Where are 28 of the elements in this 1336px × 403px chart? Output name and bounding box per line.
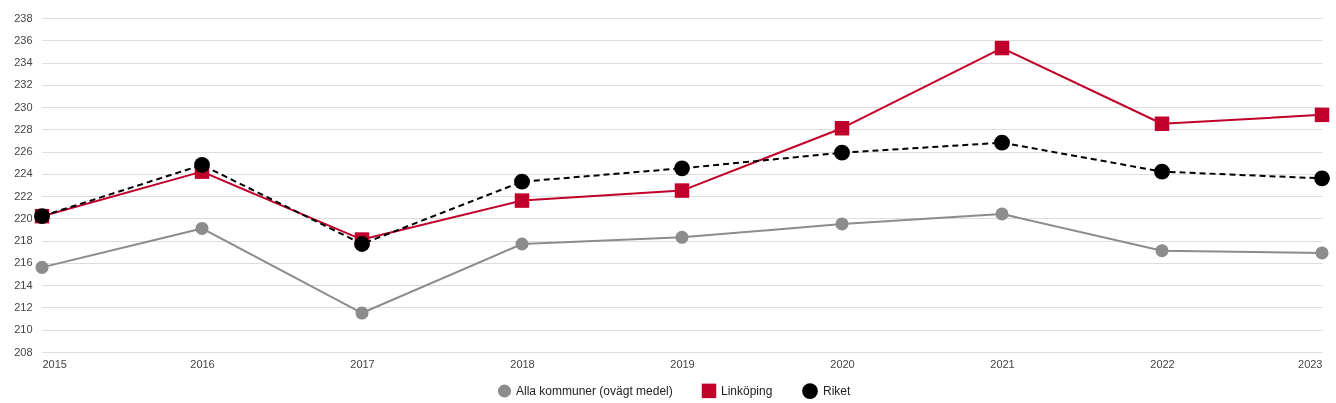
- y-tick-label: 226: [14, 145, 33, 158]
- x-tick-label: 2016: [190, 357, 215, 370]
- x-tick-label: 2021: [990, 357, 1015, 370]
- y-tick-label: 230: [14, 100, 33, 113]
- y-tick-label: 224: [14, 167, 33, 180]
- legend-label: Riket: [823, 384, 852, 399]
- y-tick-label: 228: [14, 122, 33, 135]
- x-tick-label: 2022: [1150, 357, 1175, 370]
- y-tick-label: 238: [14, 11, 33, 24]
- y-tick-label: 216: [14, 256, 33, 269]
- x-tick-label: 2017: [350, 357, 375, 370]
- y-tick-label: 234: [14, 56, 33, 69]
- legend-label: Alla kommuner (ovägt medel): [516, 383, 673, 398]
- y-tick-label: 210: [14, 323, 33, 336]
- y-tick-label: 214: [14, 278, 33, 291]
- x-tick-label: 2015: [42, 357, 67, 370]
- y-tick-label: 232: [14, 78, 33, 91]
- x-tick-label: 2023: [1298, 357, 1323, 370]
- y-tick-label: 220: [14, 211, 33, 224]
- y-tick-label: 236: [14, 33, 33, 46]
- y-tick-label: 218: [14, 234, 33, 247]
- y-tick-label: 222: [14, 189, 33, 202]
- x-tick-label: 2019: [670, 357, 695, 370]
- y-tick-label: 208: [14, 345, 33, 358]
- x-tick-label: 2018: [510, 357, 535, 370]
- y-tick-label: 212: [14, 300, 33, 313]
- legend-label: Linköping: [721, 383, 773, 398]
- x-tick-label: 2020: [830, 357, 855, 370]
